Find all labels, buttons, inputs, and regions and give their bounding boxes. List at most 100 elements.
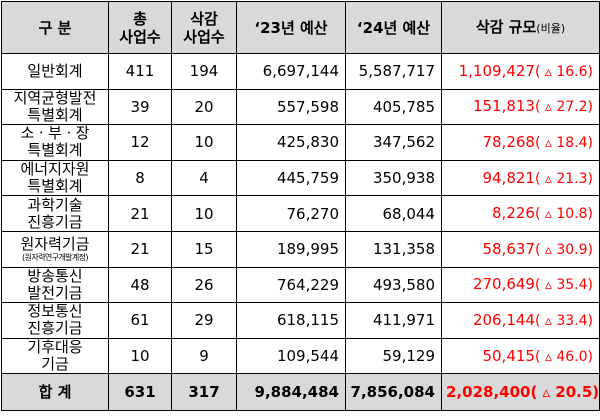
header-cut-line2: 사업수 [183,27,225,46]
row-budget-23: 76,270 [236,195,346,232]
header-budget-24: ‘24년 예산 [345,1,442,54]
total-row: 합 계 631 317 9,884,484 7,856,084 2,028,40… [1,373,600,412]
row-name-line1: 원자력기금 [20,234,90,253]
row-name-note: (원자력연구개발계정) [22,252,88,262]
total-reduction-value: 2,028,400 [446,383,531,402]
header-total-line1: 총 [133,9,147,28]
row-budget-23: 109,544 [236,337,346,375]
row-reduction-ratio: ( ▵ 46.0) [534,348,593,365]
row-total-projects: 48 [108,266,172,304]
total-total-projects: 631 [108,373,172,412]
header-cut-projects: 삭감 사업수 [171,1,237,54]
row-cut-projects: 9 [171,337,237,375]
row-name-line2: 특별회계 [27,105,83,124]
row-reduction: 270,649( ▵ 35.4) [441,266,600,304]
row-reduction-ratio: ( ▵ 10.8) [534,206,593,223]
row-reduction-ratio: ( ▵ 18.4) [534,134,593,151]
total-cut-projects: 317 [171,373,237,412]
row-budget-23: 425,830 [236,124,346,161]
row-budget-23: 557,598 [236,88,346,126]
table-row: 에너지자원 특별회계 8 4 445,759 350,938 94,821( ▵ … [1,159,600,197]
row-budget-24: 405,785 [345,88,442,126]
row-budget-24: 347,562 [345,124,442,161]
row-name-line1: 지역균형발전 [13,89,97,107]
row-name-line2: 진흥기금 [27,212,83,231]
row-name: 에너지자원 특별회계 [1,159,109,197]
row-name: 방송통신 발전기금 [1,266,109,304]
row-name: 일반회계 [1,53,109,90]
row-reduction-ratio: ( ▵ 27.2) [534,99,593,116]
row-reduction-ratio: ( ▵ 21.3) [534,170,593,187]
row-reduction: 94,821( ▵ 21.3) [441,159,600,197]
table-row: 과학기술 진흥기금 21 10 76,270 68,044 8,226( ▵ 10… [1,195,600,232]
row-reduction-value: 206,144 [472,310,535,329]
row-total-projects: 21 [108,195,172,232]
row-reduction-value: 151,813 [472,97,535,116]
row-cut-projects: 10 [171,195,237,232]
row-name: 정보통신 진흥기금 [1,302,109,339]
row-budget-24: 59,129 [345,337,442,375]
row-name-line1: 정보통신 [27,302,83,321]
row-cut-projects: 10 [171,124,237,161]
row-name: 원자력기금 (원자력연구개발계정) [1,230,109,268]
row-total-projects: 10 [108,337,172,375]
total-reduction-ratio: ( ▵ 20.5) [530,383,600,402]
total-budget-23: 9,884,484 [236,373,346,412]
row-budget-24: 411,971 [345,302,442,339]
row-budget-23: 764,229 [236,266,346,304]
header-total-projects: 총 사업수 [108,1,172,54]
row-name: 기후대응 기금 [1,337,109,375]
row-cut-projects: 20 [171,88,237,126]
table-row: 방송통신 발전기금 48 26 764,229 493,580 270,649( … [1,266,600,304]
row-total-projects: 61 [108,302,172,339]
row-name-line1: 소ㆍ부ㆍ장 [20,124,90,143]
budget-cut-table: 구 분 총 사업수 삭감 사업수 ‘23년 예산 ‘24년 예산 삭감 규모(비… [1,1,600,412]
header-category: 구 분 [1,1,109,54]
row-budget-24: 131,358 [345,230,442,268]
row-reduction: 58,637( ▵ 30.9) [441,230,600,268]
row-reduction-ratio: ( ▵ 16.6) [534,63,593,80]
row-name-line1: 과학기술 [27,195,83,214]
row-name-line2: 특별회계 [27,177,83,196]
table-row: 정보통신 진흥기금 61 29 618,115 411,971 206,144( … [1,302,600,339]
row-name-line2: 특별회계 [27,141,83,160]
row-name-line1: 일반회계 [27,61,83,80]
row-reduction-ratio: ( ▵ 30.9) [534,241,593,258]
header-budget-23: ‘23년 예산 [236,1,346,54]
row-budget-23: 6,697,144 [236,53,346,90]
row-name-line2: 진흥기금 [27,319,83,338]
row-name-line1: 기후대응 [27,338,83,357]
row-cut-projects: 29 [171,302,237,339]
row-reduction-value: 270,649 [472,275,535,294]
row-total-projects: 411 [108,53,172,90]
row-total-projects: 39 [108,88,172,126]
row-budget-24: 350,938 [345,159,442,197]
row-name: 소ㆍ부ㆍ장 특별회계 [1,124,109,161]
header-scale-label: 삭감 규모 [475,17,537,36]
row-cut-projects: 15 [171,230,237,268]
table-row: 기후대응 기금 10 9 109,544 59,129 50,415( ▵ 46.… [1,337,600,375]
row-reduction: 206,144( ▵ 33.4) [441,302,600,339]
row-total-projects: 21 [108,230,172,268]
row-cut-projects: 4 [171,159,237,197]
row-name-line2: 기금 [41,355,69,374]
total-budget-24: 7,856,084 [345,373,442,412]
header-row: 구 분 총 사업수 삭감 사업수 ‘23년 예산 ‘24년 예산 삭감 규모(비… [1,1,600,54]
row-reduction-value: 50,415 [482,346,535,365]
row-reduction: 78,268( ▵ 18.4) [441,124,600,161]
row-reduction: 50,415( ▵ 46.0) [441,337,600,375]
total-label: 합 계 [1,373,109,412]
row-name: 과학기술 진흥기금 [1,195,109,232]
header-cut-line1: 삭감 [190,9,218,28]
row-reduction-value: 94,821 [482,168,535,187]
row-budget-24: 5,587,717 [345,53,442,90]
row-reduction-value: 1,109,427 [458,61,535,80]
row-budget-23: 445,759 [236,159,346,197]
row-reduction-value: 78,268 [482,132,535,151]
row-reduction: 8,226( ▵ 10.8) [441,195,600,232]
row-name-line2: 발전기금 [27,283,83,302]
header-scale-ratio: (비율) [536,21,566,35]
row-reduction: 1,109,427( ▵ 16.6) [441,53,600,90]
row-budget-23: 618,115 [236,302,346,339]
header-cut-scale: 삭감 규모(비율) [441,1,600,54]
